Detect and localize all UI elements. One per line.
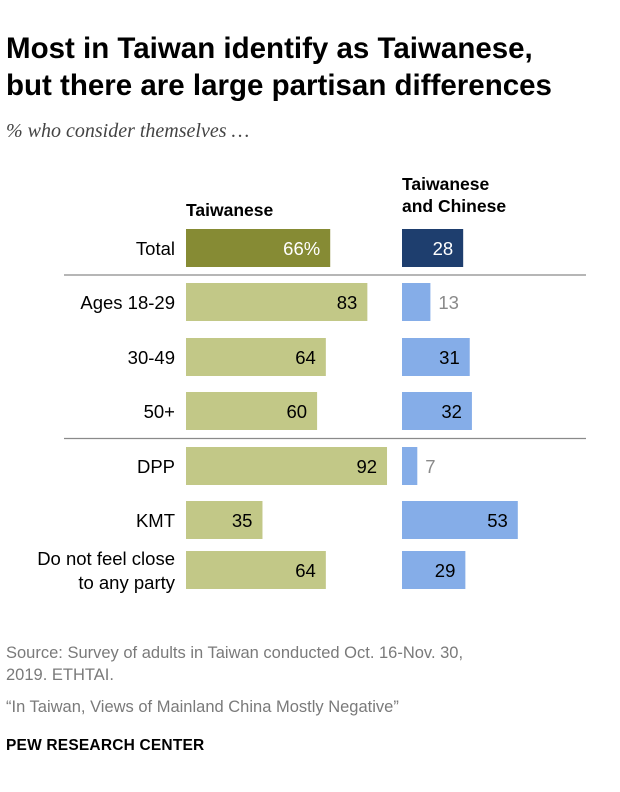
data-label-taiwanese-and-chinese: 29 <box>435 560 456 581</box>
bar-taiwanese-and-chinese <box>402 447 418 485</box>
bar-taiwanese <box>186 447 388 485</box>
bar-taiwanese-and-chinese <box>402 392 472 430</box>
bar-taiwanese-and-chinese <box>402 551 466 589</box>
category-label: Total <box>136 238 175 259</box>
data-label-taiwanese: 83 <box>337 292 358 313</box>
data-label-taiwanese: 64 <box>295 347 316 368</box>
category-label: 50+ <box>144 401 175 422</box>
chart-subtitle: % who consider themselves … <box>6 120 250 142</box>
category-label: 30-49 <box>128 347 175 368</box>
bar-taiwanese <box>186 338 326 376</box>
data-label-taiwanese: 60 <box>287 401 308 422</box>
bar-taiwanese <box>186 501 263 539</box>
brand-logo-text: PEW RESEARCH CENTER <box>6 737 205 754</box>
bar-taiwanese <box>186 392 318 430</box>
data-label-taiwanese-and-chinese: 7 <box>425 456 435 477</box>
report-title: “In Taiwan, Views of Mainland China Most… <box>6 698 399 716</box>
chart-title-line-2: but there are large partisan differences <box>6 69 552 102</box>
chart-title-line-1: Most in Taiwan identify as Taiwanese, <box>6 32 533 65</box>
data-label-taiwanese-and-chinese: 13 <box>438 292 459 313</box>
bar-taiwanese <box>186 551 326 589</box>
chart-title: Most in Taiwan identify as Taiwanese, bu… <box>6 30 616 104</box>
data-label-taiwanese: 66% <box>283 238 320 259</box>
source-note: Source: Survey of adults in Taiwan condu… <box>6 642 606 686</box>
data-label-taiwanese: 64 <box>295 560 316 581</box>
bar-taiwanese-and-chinese <box>402 229 464 267</box>
bar-taiwanese <box>186 283 368 321</box>
data-label-taiwanese: 35 <box>232 510 253 531</box>
series-header-taiwanese: Taiwanese <box>186 200 273 220</box>
data-label-taiwanese-and-chinese: 53 <box>487 510 508 531</box>
bar-taiwanese-and-chinese <box>402 283 431 321</box>
series-header-taiwanese-and-chinese: Taiwanese <box>402 174 489 194</box>
data-label-taiwanese: 92 <box>356 456 377 477</box>
bar-taiwanese-and-chinese <box>402 501 518 539</box>
category-label: to any party <box>78 572 175 593</box>
category-label: Ages 18-29 <box>80 292 175 313</box>
source-line-1: Source: Survey of adults in Taiwan condu… <box>6 644 464 662</box>
source-line-2: 2019. ETHTAI. <box>6 666 114 684</box>
data-label-taiwanese-and-chinese: 28 <box>433 238 454 259</box>
bar-taiwanese-and-chinese <box>402 338 470 376</box>
category-label: Do not feel close <box>37 548 175 569</box>
data-label-taiwanese-and-chinese: 31 <box>439 347 460 368</box>
category-label: DPP <box>137 456 175 477</box>
data-label-taiwanese-and-chinese: 32 <box>441 401 462 422</box>
series-header-taiwanese-and-chinese: and Chinese <box>402 196 506 216</box>
bar-taiwanese <box>186 229 331 267</box>
category-label: KMT <box>136 510 175 531</box>
